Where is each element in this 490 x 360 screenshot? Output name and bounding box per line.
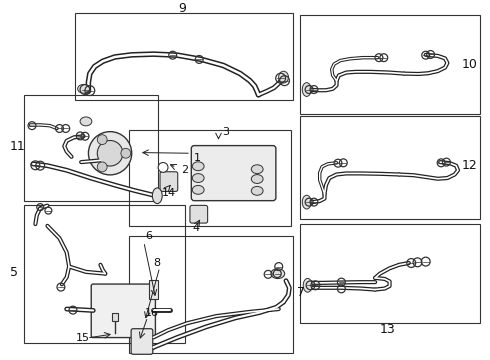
Circle shape [98,140,123,166]
Text: 11: 11 [10,140,25,153]
FancyBboxPatch shape [131,329,153,354]
Ellipse shape [302,83,311,96]
Text: 5: 5 [10,266,18,279]
Circle shape [88,132,132,175]
Ellipse shape [271,269,285,279]
Ellipse shape [279,71,289,83]
Ellipse shape [251,186,263,195]
Text: 15: 15 [75,333,89,343]
Circle shape [98,162,107,172]
Ellipse shape [192,162,204,171]
Ellipse shape [302,195,311,209]
Ellipse shape [251,165,263,174]
Bar [75,13,293,100]
Circle shape [98,135,107,145]
Bar [300,116,480,219]
Text: 4: 4 [192,222,199,233]
Text: 2: 2 [181,165,189,175]
Bar [129,237,293,353]
Ellipse shape [192,174,204,183]
Circle shape [121,148,131,158]
Text: 7: 7 [297,285,305,298]
Text: 13: 13 [379,323,395,336]
FancyBboxPatch shape [148,280,158,300]
FancyBboxPatch shape [160,172,178,192]
FancyBboxPatch shape [190,206,208,223]
Bar [300,15,480,114]
Bar [300,224,480,323]
Text: 8: 8 [153,258,161,268]
Text: 3: 3 [222,127,229,137]
Text: 6: 6 [145,231,152,242]
Text: 9: 9 [178,2,186,15]
Text: 12: 12 [462,159,478,172]
Bar [24,95,158,201]
Ellipse shape [303,278,312,292]
Ellipse shape [251,175,263,184]
Bar [129,130,291,226]
Ellipse shape [80,117,92,126]
Bar [112,314,118,321]
Circle shape [158,162,168,172]
Text: 1: 1 [194,153,200,162]
Text: 16: 16 [145,307,159,318]
Bar [24,204,185,343]
Ellipse shape [192,185,204,194]
FancyBboxPatch shape [191,145,276,201]
Text: 14: 14 [162,188,176,198]
FancyBboxPatch shape [91,284,155,338]
Text: 10: 10 [462,58,478,71]
Ellipse shape [152,188,162,204]
Ellipse shape [77,84,90,93]
